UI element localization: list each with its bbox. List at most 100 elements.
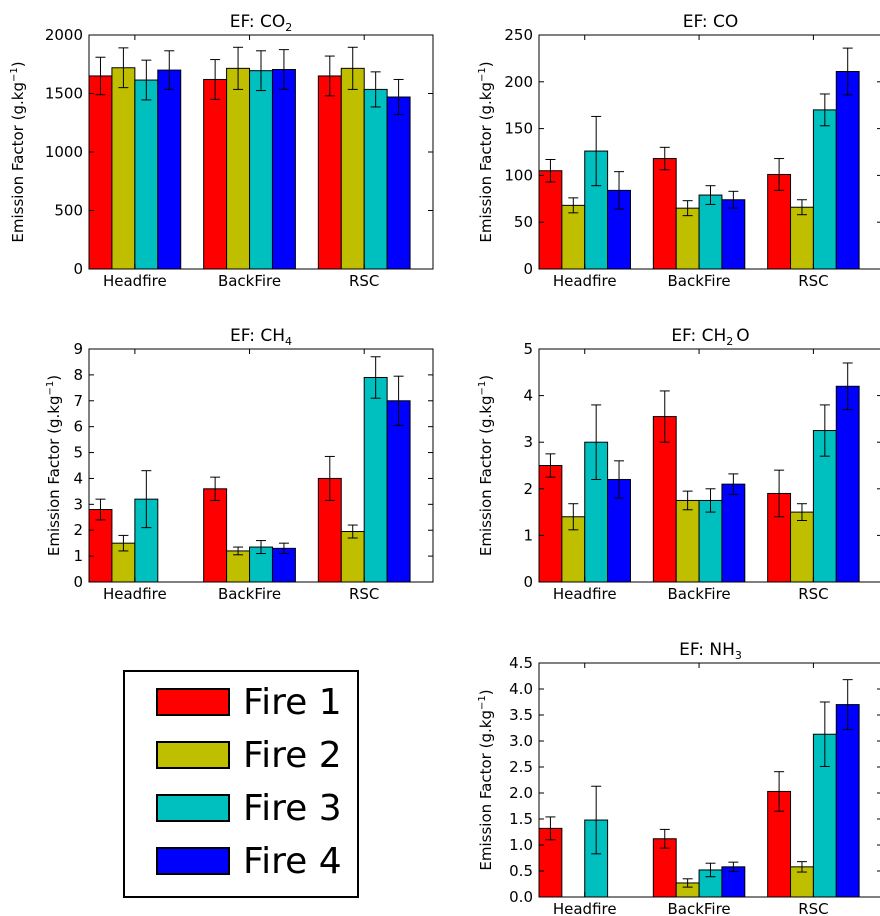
bar <box>226 67 251 270</box>
y-tick-label: 0 <box>73 573 83 591</box>
x-tick-label: BackFire <box>218 585 281 603</box>
y-axis-label: Emission Factor (g.kg−1) <box>477 375 495 556</box>
bar <box>561 204 586 270</box>
x-tick-label: Headfire <box>103 272 167 290</box>
y-axis-label: Emission Factor (g.kg−1) <box>45 375 63 556</box>
y-tick-label: 2.5 <box>509 758 533 776</box>
y-tick-label: 2 <box>523 480 533 498</box>
y-tick-label: 200 <box>504 73 533 91</box>
x-tick-label: Headfire <box>553 900 617 916</box>
bar <box>340 531 365 583</box>
legend-label: Fire 2 <box>243 735 342 776</box>
y-tick-label: 1 <box>73 547 83 565</box>
x-tick-label: RSC <box>798 900 828 916</box>
chart-panel-4: 0 1 2 3 4 5 Headfire BackFire RSC EF: CH2 O Emissio… <box>477 326 880 603</box>
bar <box>88 75 113 270</box>
chart-panel-1: 0 500 1000 1500 2000 Headfire BackFire RSC EF: C… <box>9 12 434 290</box>
x-tick-label: BackFire <box>667 272 730 290</box>
bar <box>111 67 136 270</box>
y-tick-label: 7 <box>73 392 83 410</box>
y-tick-label: 0 <box>523 573 533 591</box>
bar <box>790 511 814 583</box>
legend-label: Fire 4 <box>243 841 342 882</box>
bar <box>363 88 388 270</box>
y-tick-label: 2000 <box>45 26 83 44</box>
chart-title: EF: CH2 O <box>671 326 749 348</box>
bar <box>835 71 860 270</box>
y-tick-label: 100 <box>504 166 533 184</box>
bar <box>249 70 273 270</box>
bar <box>538 465 563 583</box>
legend-label: Fire 3 <box>243 788 342 829</box>
y-tick-label: 1500 <box>45 85 83 103</box>
bar <box>226 550 251 583</box>
y-tick-label: 3 <box>73 495 83 513</box>
chart-title: EF: CH4 <box>230 326 292 348</box>
bar <box>317 75 342 270</box>
x-tick-label: Headfire <box>103 585 167 603</box>
x-tick-label: RSC <box>798 585 828 603</box>
bar <box>652 158 677 270</box>
y-tick-label: 1000 <box>45 143 83 161</box>
bar <box>835 385 860 583</box>
y-tick-label: 3.5 <box>509 706 533 724</box>
y-tick-label: 500 <box>54 202 83 220</box>
bar <box>203 78 228 270</box>
y-tick-label: 0.0 <box>509 888 533 906</box>
bar <box>134 79 159 270</box>
y-tick-label: 3 <box>523 433 533 451</box>
x-tick-label: Headfire <box>553 272 617 290</box>
y-tick-label: 2 <box>73 521 83 539</box>
x-tick-label: BackFire <box>667 585 730 603</box>
bar <box>698 194 723 270</box>
y-tick-label: 4.5 <box>509 654 533 672</box>
y-tick-label: 50 <box>514 213 533 231</box>
bar <box>538 170 563 270</box>
plot-frame <box>538 34 880 270</box>
bar <box>790 206 814 270</box>
x-tick-label: BackFire <box>667 900 730 916</box>
y-tick-label: 4 <box>523 387 533 405</box>
x-tick-label: BackFire <box>218 272 281 290</box>
y-tick-label: 4 <box>73 469 83 487</box>
bar <box>340 67 365 270</box>
x-tick-label: Headfire <box>553 585 617 603</box>
y-tick-label: 4.0 <box>509 680 533 698</box>
bar <box>386 96 411 270</box>
bar <box>721 483 746 583</box>
y-axis-label: Emission Factor (g.kg−1) <box>9 61 27 242</box>
bar <box>698 499 723 583</box>
x-tick-label: RSC <box>349 585 379 603</box>
y-tick-label: 5 <box>73 444 83 462</box>
y-tick-label: 0 <box>73 260 83 278</box>
y-tick-label: 6 <box>73 418 83 436</box>
bar <box>675 499 700 583</box>
y-tick-label: 1.5 <box>509 810 533 828</box>
plot-frame <box>88 348 434 583</box>
y-tick-label: 0.5 <box>509 862 533 880</box>
y-tick-label: 9 <box>73 340 83 358</box>
y-tick-label: 5 <box>523 340 533 358</box>
legend-swatch <box>156 847 230 875</box>
chart-title: EF: CO2 <box>230 12 293 34</box>
y-axis-label: Emission Factor (g.kg−1) <box>477 61 495 242</box>
x-tick-label: RSC <box>349 272 379 290</box>
bar <box>386 400 411 583</box>
y-tick-label: 1 <box>523 526 533 544</box>
bar <box>721 199 746 270</box>
x-tick-label: RSC <box>798 272 828 290</box>
y-tick-label: 0 <box>523 260 533 278</box>
chart-title: EF: CO <box>683 12 739 32</box>
chart-panel-5: 0.0 0.5 1.0 1.5 2.0 2.5 3.0 3.5 4.0 4.5 Headfire Ba… <box>477 640 880 916</box>
bar <box>675 207 700 270</box>
legend-swatch <box>156 741 230 769</box>
plot-frame <box>538 662 880 898</box>
legend-label: Fire 1 <box>243 682 342 723</box>
legend: Fire 1 Fire 2 Fire 3 Fire 4 <box>123 670 359 898</box>
y-tick-label: 2.0 <box>509 784 533 802</box>
y-tick-label: 250 <box>504 26 533 44</box>
y-tick-label: 150 <box>504 120 533 138</box>
bar <box>203 488 228 583</box>
chart-panel-2: 0 50 100 150 200 250 Headfire BackFire RSC EF: CO… <box>477 12 880 290</box>
